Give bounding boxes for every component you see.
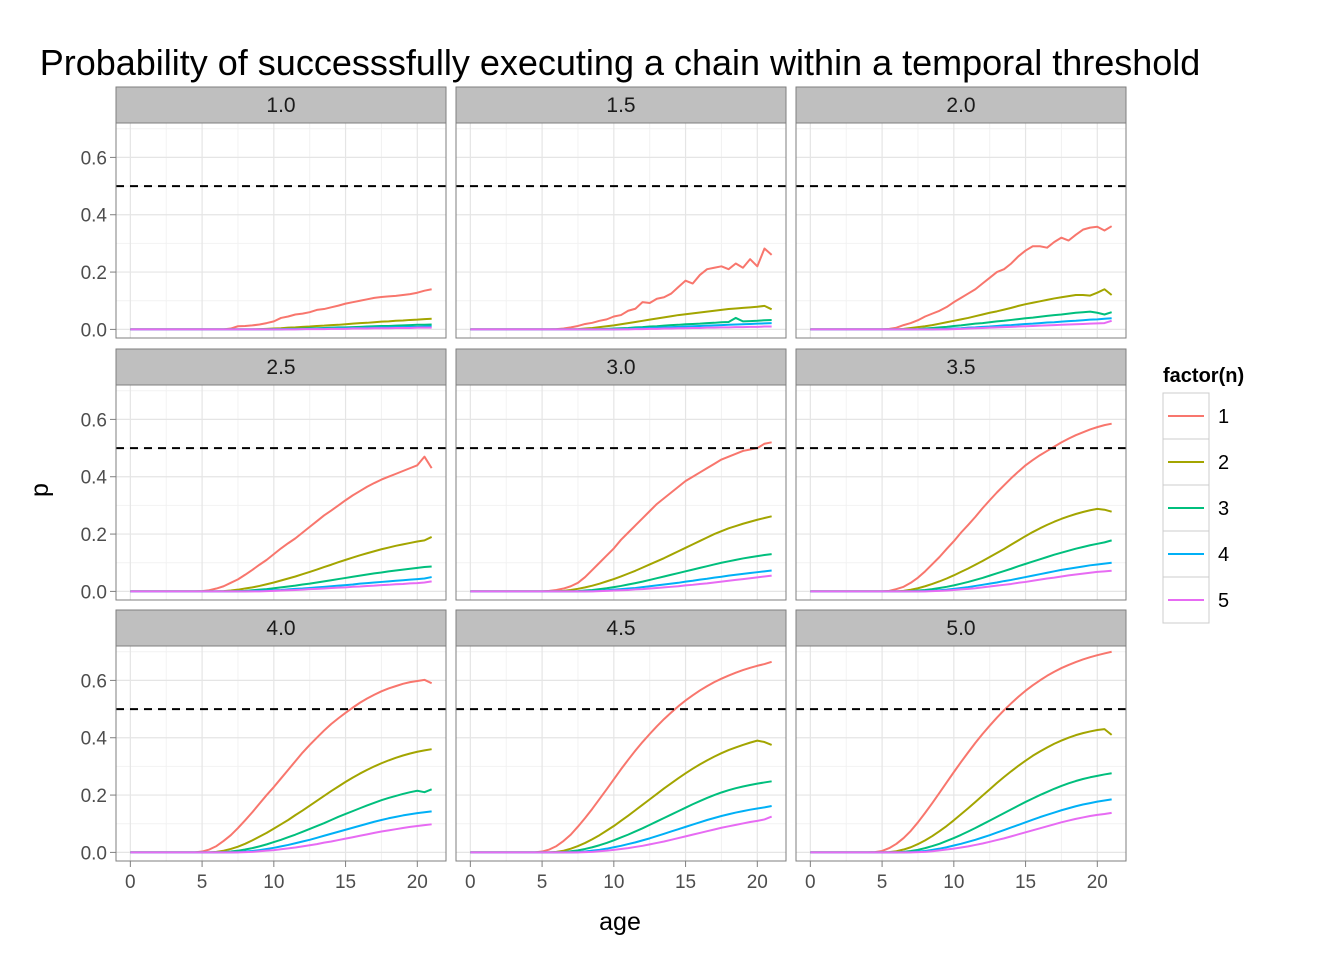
facet-panel: 4.0 0.0 0.2 0.4 0.6 0 5 10 15 20 bbox=[81, 609, 447, 893]
facet-strip-label: 2.5 bbox=[266, 356, 295, 379]
facet-strip-label: 3.0 bbox=[606, 356, 635, 379]
y-tick-label: 0.4 bbox=[81, 206, 108, 227]
facet-strip bbox=[455, 86, 787, 124]
x-tick-label: 0 bbox=[805, 872, 816, 893]
x-tick-label: 15 bbox=[675, 872, 696, 893]
facet-panel: 3.0 bbox=[455, 348, 787, 601]
y-tick-label: 0.2 bbox=[81, 525, 107, 546]
series-line-5 bbox=[470, 574, 772, 593]
x-tick-label: 15 bbox=[335, 872, 356, 893]
series-line-5 bbox=[470, 815, 773, 854]
y-tick-label: 0.0 bbox=[81, 843, 107, 864]
facet-panel: 5.0 0 5 10 15 20 bbox=[795, 609, 1127, 893]
x-tick-label: 5 bbox=[537, 872, 548, 893]
panel-background bbox=[796, 123, 1126, 338]
y-tick-label: 0.0 bbox=[81, 320, 107, 341]
panel-border bbox=[455, 122, 787, 339]
facet-panel: 2.0 bbox=[795, 86, 1127, 339]
facet-strip bbox=[455, 609, 787, 647]
series-line-5 bbox=[130, 580, 432, 593]
facet-panel: 2.5 0.0 0.2 0.4 0.6 bbox=[81, 348, 447, 603]
panel-background bbox=[456, 123, 786, 338]
facet-strip bbox=[795, 86, 1127, 124]
chart-title: Probability of successsfully executing a… bbox=[40, 42, 1201, 83]
x-tick-label: 0 bbox=[465, 872, 476, 893]
x-tick-label: 5 bbox=[197, 872, 208, 893]
panel-background bbox=[796, 646, 1126, 861]
x-tick-label: 5 bbox=[877, 872, 888, 893]
facet-panels: 1.0 0.0 0.2 0.4 0.6 1.5 2.0 2.5 0.0 0.2 0.4 0.6 3.0 3… bbox=[81, 86, 1127, 893]
facet-strip bbox=[115, 86, 447, 124]
facet-strip-label: 2.0 bbox=[946, 94, 975, 117]
y-tick-label: 0.6 bbox=[81, 671, 107, 692]
panel-border bbox=[795, 384, 1127, 601]
x-tick-label: 15 bbox=[1015, 872, 1036, 893]
facet-panel: 3.5 bbox=[795, 348, 1127, 601]
panel-background bbox=[116, 385, 446, 600]
x-tick-label: 20 bbox=[1087, 872, 1108, 893]
panel-background bbox=[116, 123, 446, 338]
facet-strip bbox=[455, 348, 787, 386]
facet-strip bbox=[795, 609, 1127, 647]
panel-border bbox=[455, 645, 787, 862]
y-tick-label: 0.2 bbox=[81, 786, 107, 807]
legend-label: 1 bbox=[1218, 406, 1229, 428]
legend-label: 3 bbox=[1218, 498, 1229, 520]
panel-border bbox=[115, 645, 447, 862]
y-axis-title: p bbox=[26, 483, 54, 497]
facet-strip bbox=[115, 609, 447, 647]
facet-strip bbox=[115, 348, 447, 386]
x-tick-label: 20 bbox=[407, 872, 428, 893]
facet-strip-label: 5.0 bbox=[946, 617, 975, 640]
series-line-5 bbox=[130, 823, 432, 854]
series-line-5 bbox=[470, 325, 772, 331]
legend-label: 4 bbox=[1218, 544, 1229, 566]
facet-strip-label: 4.5 bbox=[606, 617, 635, 640]
y-tick-label: 0.6 bbox=[81, 148, 107, 169]
panel-border bbox=[115, 384, 447, 601]
panel-background bbox=[796, 385, 1126, 600]
facet-panel: 1.0 0.0 0.2 0.4 0.6 bbox=[81, 86, 447, 341]
facet-strip-label: 1.5 bbox=[606, 94, 635, 117]
series-line-5 bbox=[810, 569, 1112, 593]
series-line-5 bbox=[810, 811, 1112, 854]
x-tick-label: 10 bbox=[603, 872, 624, 893]
facet-strip-label: 1.0 bbox=[266, 94, 295, 117]
x-tick-label: 10 bbox=[943, 872, 964, 893]
panel-border bbox=[115, 122, 447, 339]
panel-border bbox=[795, 645, 1127, 862]
y-tick-label: 0.0 bbox=[81, 582, 107, 603]
facet-strip-label: 3.5 bbox=[946, 356, 975, 379]
legend-label: 5 bbox=[1218, 590, 1229, 612]
panel-background bbox=[456, 385, 786, 600]
x-tick-label: 10 bbox=[263, 872, 284, 893]
y-tick-label: 0.6 bbox=[81, 410, 107, 431]
facet-strip bbox=[795, 348, 1127, 386]
legend-title: factor(n) bbox=[1163, 365, 1244, 387]
series-line-5 bbox=[810, 319, 1112, 331]
facet-panel: 1.5 bbox=[455, 86, 787, 339]
y-tick-label: 0.4 bbox=[81, 729, 108, 750]
facet-strip-label: 4.0 bbox=[266, 617, 295, 640]
panel-background bbox=[456, 646, 786, 861]
y-tick-label: 0.2 bbox=[81, 263, 107, 284]
x-tick-label: 20 bbox=[747, 872, 768, 893]
x-axis-title: age bbox=[599, 908, 641, 936]
legend: factor(n) 1 2 3 4 5 bbox=[1162, 365, 1244, 624]
y-tick-label: 0.4 bbox=[81, 468, 108, 489]
series-line-5 bbox=[130, 326, 432, 331]
legend-label: 2 bbox=[1218, 452, 1229, 474]
facet-panel: 4.5 0 5 10 15 20 bbox=[455, 609, 787, 893]
panel-border bbox=[795, 122, 1127, 339]
panel-border bbox=[455, 384, 787, 601]
x-tick-label: 0 bbox=[125, 872, 136, 893]
